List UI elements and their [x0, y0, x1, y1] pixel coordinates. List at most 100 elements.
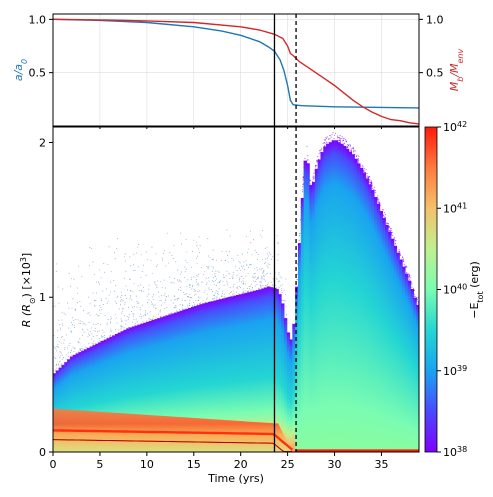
- scatter-point: [377, 198, 379, 200]
- scatter-point: [223, 297, 225, 299]
- scatter-point: [260, 281, 262, 283]
- scatter-point: [314, 170, 316, 172]
- scatter-point: [168, 262, 170, 264]
- scatter-point: [185, 308, 187, 310]
- density-band: [250, 291, 254, 452]
- scatter-point: [61, 311, 63, 313]
- scatter-point: [213, 284, 215, 286]
- scatter-point: [164, 307, 166, 309]
- density-band: [61, 364, 65, 452]
- scatter-point: [94, 305, 96, 307]
- scatter-point: [79, 342, 81, 344]
- scatter-point: [243, 291, 245, 293]
- top-axes-frame: [52, 13, 420, 127]
- scatter-point: [339, 135, 341, 137]
- density-band: [216, 299, 220, 452]
- scatter-point: [114, 290, 116, 292]
- scatter-point: [251, 254, 253, 256]
- scatter-point: [182, 291, 184, 293]
- scatter-point: [136, 252, 138, 254]
- scatter-point: [76, 352, 78, 354]
- density-band: [413, 297, 417, 452]
- scatter-point: [243, 288, 245, 290]
- scatter-point: [205, 284, 207, 286]
- scatter-point: [405, 267, 407, 269]
- scatter-point: [204, 301, 206, 303]
- scatter-point: [217, 281, 219, 283]
- scatter-point: [386, 224, 388, 226]
- scatter-point: [307, 160, 309, 162]
- scatter-point: [221, 251, 223, 253]
- scatter-point: [135, 318, 137, 320]
- scatter-point: [233, 274, 235, 276]
- scatter-point: [413, 293, 415, 295]
- density-band: [362, 173, 367, 452]
- scatter-point: [280, 285, 282, 287]
- scatter-point: [189, 296, 191, 298]
- density-band: [326, 144, 330, 452]
- scatter-point: [282, 299, 284, 301]
- scatter-point: [278, 272, 280, 274]
- scatter-point: [95, 313, 97, 315]
- bottom-panel: 0 5 10 15 20 25 30 35 0 1 2 Time (yrs) R (R⊙) [×1…: [19, 126, 420, 485]
- scatter-point: [253, 277, 255, 279]
- scatter-point: [68, 355, 70, 357]
- scatter-point: [326, 142, 328, 144]
- scatter-point: [64, 347, 66, 349]
- scatter-point: [126, 315, 128, 317]
- scatter-point: [125, 285, 127, 287]
- scatter-point: [387, 225, 389, 227]
- scatter-point: [195, 299, 197, 301]
- scatter-point: [95, 323, 97, 325]
- scatter-point: [196, 263, 198, 265]
- top-left-ticks: 0.5 1.0: [29, 13, 382, 129]
- scatter-point: [408, 274, 410, 276]
- scatter-point: [275, 284, 277, 286]
- scatter-point: [133, 313, 135, 315]
- scatter-point: [379, 202, 381, 204]
- scatter-point: [186, 251, 188, 253]
- scatter-point: [216, 278, 218, 280]
- scatter-point: [196, 257, 198, 259]
- scatter-point: [211, 300, 213, 302]
- scatter-point: [378, 203, 380, 205]
- scatter-point: [408, 276, 410, 278]
- scatter-point: [181, 308, 183, 310]
- scatter-point: [225, 275, 227, 277]
- scatter-point: [145, 309, 147, 311]
- scatter-point: [259, 284, 261, 286]
- scatter-point: [373, 187, 375, 189]
- scatter-point: [140, 276, 142, 278]
- scatter-point: [413, 289, 415, 291]
- scatter-point: [230, 295, 232, 297]
- scatter-point: [286, 314, 288, 316]
- scatter-point: [140, 313, 142, 315]
- density-band: [416, 304, 419, 452]
- scatter-point: [93, 340, 95, 342]
- scatter-point: [242, 267, 244, 269]
- scatter-point: [193, 289, 195, 291]
- scatter-point: [212, 280, 214, 282]
- scatter-point: [60, 342, 62, 344]
- colorbar-label: −Etot (erg): [468, 261, 485, 319]
- scatter-point: [352, 147, 354, 149]
- scatter-point: [359, 165, 361, 167]
- scatter-point: [265, 274, 267, 276]
- scatter-point: [230, 291, 232, 293]
- scatter-point: [215, 270, 217, 272]
- scatter-point: [206, 266, 208, 268]
- scatter-point: [148, 284, 150, 286]
- scatter-point: [371, 183, 373, 185]
- scatter-point: [406, 272, 408, 274]
- scatter-point: [249, 264, 251, 266]
- scatter-point: [123, 256, 125, 258]
- scatter-point: [180, 289, 182, 291]
- scatter-point: [400, 258, 402, 260]
- scatter-point: [155, 307, 157, 309]
- scatter-point: [133, 269, 135, 271]
- scatter-point: [132, 290, 134, 292]
- scatter-point: [193, 239, 195, 241]
- scatter-point: [101, 335, 103, 337]
- scatter-point: [81, 328, 83, 330]
- scatter-point: [80, 305, 82, 307]
